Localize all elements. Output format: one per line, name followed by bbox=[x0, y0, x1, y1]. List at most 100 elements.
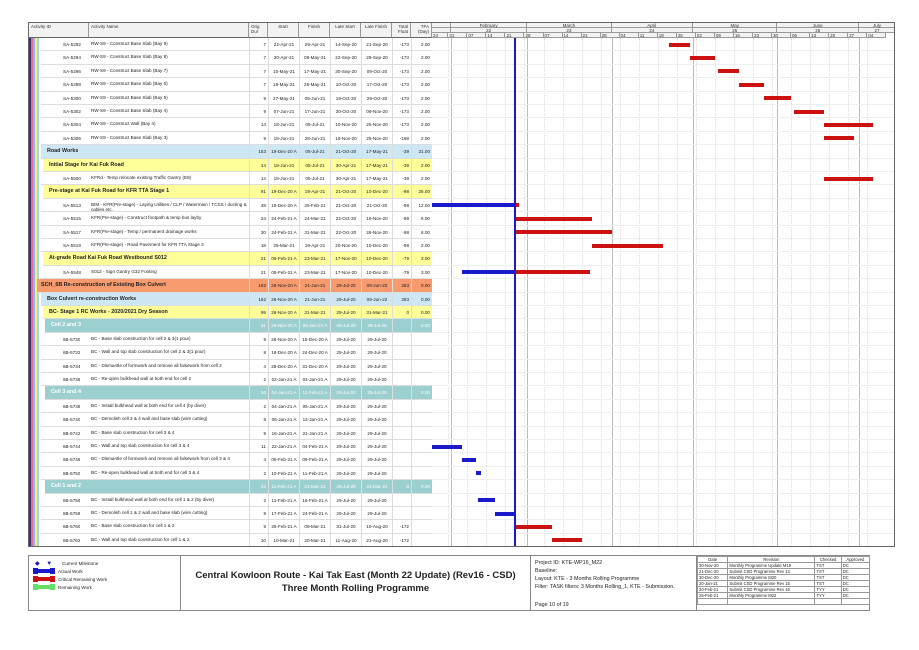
actual-work-bar[interactable] bbox=[461, 457, 476, 462]
col-header-activity-name[interactable]: Activity Name bbox=[89, 23, 249, 38]
critical-remaining-bar[interactable] bbox=[513, 203, 520, 208]
activity-row[interactable]: SA-5548 S012 - Sign Gantry G32 Footing 21 0… bbox=[41, 265, 432, 280]
actual-work-bar[interactable] bbox=[475, 471, 481, 476]
activity-row[interactable]: 6B-5756 BC - Install bulkhead wall at bot… bbox=[41, 493, 432, 507]
cell-lf: 09-Oct-20 bbox=[361, 64, 392, 78]
week-label: 09 bbox=[714, 33, 734, 38]
cell-tf bbox=[392, 359, 411, 372]
cell-lf: 29-Jul-20 bbox=[361, 440, 392, 453]
revision-row: 30-Dec-20 Monthly Programme M20 TST DC bbox=[696, 574, 871, 581]
activity-row[interactable]: SA-5296 RW-S9 - Construct Base Slab (Bay … bbox=[41, 64, 432, 79]
col-header-finish[interactable]: Finish bbox=[299, 23, 330, 38]
activity-row[interactable]: 6B-5758 BC - Demolish cell 1 & 2 wall and… bbox=[41, 507, 432, 521]
wbs-summary-row[interactable]: Box Culvert re-construction Works 162 26-N… bbox=[41, 292, 432, 306]
activity-row[interactable]: 6B-5744 BC - Wall and top slab constructi… bbox=[41, 440, 432, 454]
activity-row[interactable]: SA-5294 RW-S9 - Construct Base Slab (Bay … bbox=[41, 51, 432, 65]
cell-ls: 21-Oct-20 bbox=[330, 198, 361, 212]
cell-lf: 17-May-21 bbox=[361, 158, 392, 171]
cell-dur: 30 bbox=[249, 225, 268, 238]
activity-row[interactable]: 6B-5740 BC - Demolish cell 3 & 4 wall and… bbox=[41, 413, 432, 427]
critical-remaining-bar[interactable] bbox=[592, 243, 664, 248]
cell-ls: 30-Apr-21 bbox=[330, 172, 361, 185]
activity-row[interactable]: SA-5306 RW-S9 - Construct Base Slab (Bay … bbox=[41, 131, 432, 146]
critical-remaining-bar[interactable] bbox=[823, 136, 854, 141]
critical-remaining-bar[interactable] bbox=[763, 96, 792, 101]
critical-remaining-bar[interactable] bbox=[823, 122, 873, 127]
cell-finish: 16-Feb-21 A bbox=[299, 493, 330, 506]
col-header-orig-dur[interactable]: Orig Dur bbox=[249, 23, 268, 38]
critical-remaining-bar[interactable] bbox=[551, 538, 582, 543]
activity-row[interactable]: SA-5292 RW-S9 - Construct Base Slab (Bay … bbox=[41, 38, 432, 52]
cell-start: 05-Feb-21 A bbox=[268, 453, 299, 466]
wbs-summary-row[interactable]: At-grade Road Kai Fuk Road Westbound S01… bbox=[43, 252, 432, 266]
activity-row[interactable]: 6B-5730 BC - Base slab construction for c… bbox=[41, 332, 432, 347]
activity-row[interactable]: SA-5500 KFRd - Temp relocate existing Tra… bbox=[41, 172, 432, 186]
gantt-row bbox=[432, 360, 894, 373]
cell-finish: 19-Apr-21 bbox=[299, 239, 330, 252]
cell-tfa: 2.00 bbox=[411, 78, 432, 91]
actual-work-bar[interactable] bbox=[432, 444, 462, 449]
actual-work-bar[interactable] bbox=[494, 511, 517, 516]
critical-remaining-bar[interactable] bbox=[690, 55, 715, 60]
activity-row[interactable]: 6B-5738 BC - Install bulkhead wall at bot… bbox=[41, 399, 432, 414]
critical-remaining-bar[interactable] bbox=[668, 42, 691, 47]
activity-row[interactable]: 6B-5762 BC - Wall and top slab constructi… bbox=[41, 533, 432, 546]
critical-remaining-bar[interactable] bbox=[513, 270, 590, 275]
wbs-summary-row[interactable]: Initial Stage for Kai Fuk Road 14 18-Jun-2… bbox=[43, 158, 432, 172]
col-header-late-finish[interactable]: Late Finish bbox=[361, 23, 392, 38]
cell-start: 25-Feb-21 A bbox=[268, 520, 299, 533]
activity-row[interactable]: SA-5515 KFR(Pre-stage) - Construct footpa… bbox=[41, 212, 432, 226]
cell-start: 18-May-21 bbox=[268, 78, 299, 91]
critical-remaining-bar[interactable] bbox=[513, 216, 593, 221]
cell-ls: 29-Jul-20 bbox=[330, 493, 361, 506]
critical-remaining-bar[interactable] bbox=[513, 230, 612, 235]
activity-row[interactable]: SA-5300 RW-S9 - Construct Base Slab (Bay … bbox=[41, 91, 432, 105]
wbs-summary-row[interactable]: SCH_6B Re-construction of Existing Box C… bbox=[37, 279, 432, 293]
activity-row[interactable]: 6B-5746 BC - Dismantle of formwork and re… bbox=[41, 453, 432, 467]
cell-start: 28-Dec-20 A bbox=[268, 359, 299, 372]
actual-work-bar[interactable] bbox=[461, 270, 514, 275]
cell-dur: 8 bbox=[249, 346, 268, 359]
cell-tfa: 26.00 bbox=[411, 185, 432, 198]
cell-start: 05-Feb-21 A bbox=[268, 252, 299, 265]
critical-remaining-bar[interactable] bbox=[739, 82, 764, 87]
critical-remaining-bar[interactable] bbox=[513, 524, 552, 529]
cell-ls: 17-Nov-20 bbox=[330, 252, 361, 265]
activity-row[interactable]: SA-5302 RW-S9 - Construct Base Slab (Bay … bbox=[41, 105, 432, 119]
activity-row[interactable]: SA-5304 RW-S9 - Construct Wall (Bay 4) 14 1… bbox=[41, 118, 432, 132]
activity-row[interactable]: 6B-5734 BC - Dismantle of formwork and re… bbox=[41, 359, 432, 373]
col-header-total-float[interactable]: Total Float bbox=[392, 23, 411, 38]
wbs-summary-row[interactable]: BC- Stage 1 RC Works - 2020/2021 Dry Sea… bbox=[43, 306, 432, 320]
activity-row[interactable]: 6B-5750 BC - Re-open bulkhead wall at bot… bbox=[41, 466, 432, 481]
wbs-summary-row[interactable]: Cell 3 and 4 34 04-Jan-21 A 11-Feb-21 A 29-J… bbox=[45, 386, 432, 400]
wbs-summary-row[interactable]: Cell 2 and 3 31 26-Nov-20 A 04-Jan-21 A 29-J… bbox=[45, 319, 432, 333]
col-header-activity-id[interactable]: Activity ID bbox=[29, 23, 89, 38]
critical-remaining-bar[interactable] bbox=[793, 109, 824, 114]
month-number bbox=[432, 28, 452, 33]
activity-row[interactable]: SA-5513 BIM - KFR(Pre-stage) - Laying Uti… bbox=[41, 198, 432, 213]
actual-work-bar[interactable] bbox=[478, 498, 495, 503]
week-label: 21 bbox=[581, 33, 601, 38]
col-header-late-start[interactable]: Late Start bbox=[330, 23, 361, 38]
gantt-row bbox=[432, 118, 894, 132]
cell-lf: 10-Aug-20 bbox=[361, 520, 392, 533]
cell-start: 25-Mar-21 bbox=[268, 239, 299, 252]
activity-row[interactable]: 6B-5732 BC - Wall and top slab constructi… bbox=[41, 346, 432, 360]
gantt-row bbox=[432, 440, 894, 454]
critical-remaining-bar[interactable] bbox=[823, 176, 873, 181]
critical-remaining-bar[interactable] bbox=[717, 69, 740, 74]
wbs-summary-row[interactable]: Road Works 153 19-Dec-20 A 05-Jul-21 21-Oct-… bbox=[41, 145, 432, 159]
activity-row[interactable]: 6B-5760 BC - Base slab construction for c… bbox=[41, 520, 432, 534]
activity-name: BC - Demolish cell 3 & 4 wall and base s… bbox=[91, 416, 208, 422]
activity-row[interactable]: SA-5519 KFR(Pre-stage) - Road Pavement fo… bbox=[41, 239, 432, 253]
activity-row[interactable]: 6B-5742 BC - Base slab construction for c… bbox=[41, 426, 432, 440]
col-header-tfa[interactable]: TFA (Day) bbox=[411, 23, 432, 38]
activity-row[interactable]: SA-5517 KFR(Pre-stage) - Temp / permanent… bbox=[41, 225, 432, 239]
cell-tfa: 3.00 bbox=[411, 252, 432, 265]
wbs-summary-row[interactable]: Pre-stage at Kai Fuk Road for KFR TTA St… bbox=[43, 185, 432, 199]
activity-row[interactable]: SA-5298 RW-S9 - Construct Base Slab (Bay … bbox=[41, 78, 432, 92]
col-header-start[interactable]: Start bbox=[268, 23, 299, 38]
wbs-summary-row[interactable]: Cell 1 and 2 42 11-Feb-21 A 31-Mar-21 29-Jul… bbox=[45, 480, 432, 494]
actual-work-bar[interactable] bbox=[432, 203, 514, 208]
activity-row[interactable]: 6B-5736 BC - Re-open bulkhead wall at bot… bbox=[41, 373, 432, 387]
